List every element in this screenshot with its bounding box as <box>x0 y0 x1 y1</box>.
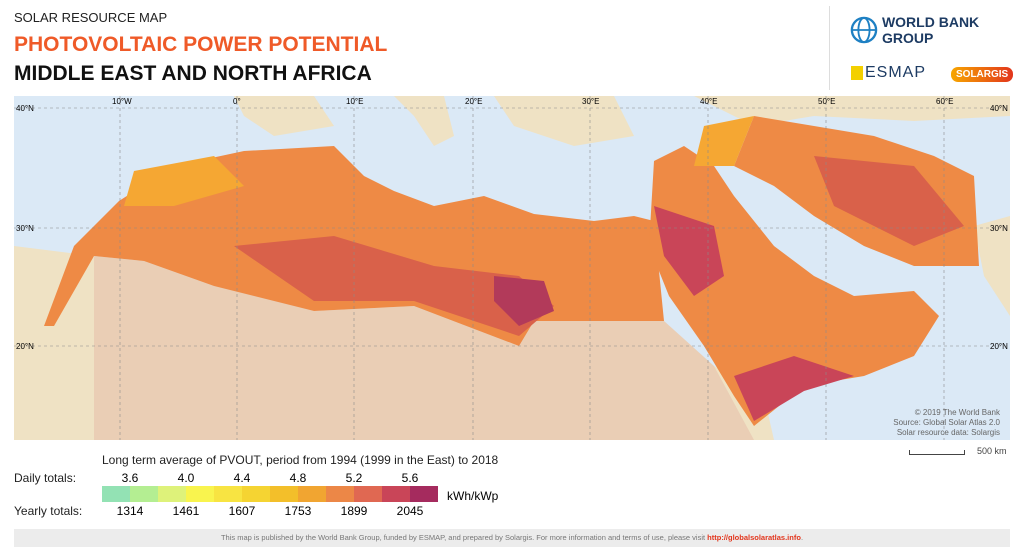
yearly-value: 2045 <box>396 504 424 518</box>
credit-line: © 2019 The World Bank <box>914 408 1000 417</box>
map-kicker: SOLAR RESOURCE MAP <box>14 10 168 25</box>
daily-value: 3.6 <box>121 471 139 485</box>
yearly-value: 1461 <box>172 504 200 518</box>
daily-value: 4.8 <box>289 471 307 485</box>
yearly-value: 1314 <box>116 504 144 518</box>
lon-label: 30°E <box>582 97 599 106</box>
lon-label: 40°E <box>700 97 717 106</box>
legend-swatch <box>326 486 354 502</box>
lon-label: 20°E <box>465 97 482 106</box>
map-credits: © 2019 The World Bank Source: Global Sol… <box>893 408 1000 438</box>
esmap-sun-icon <box>851 66 863 80</box>
region-title: MIDDLE EAST AND NORTH AFRICA <box>14 62 372 85</box>
lat-label: 20°N <box>16 342 34 351</box>
lat-label: 30°N <box>16 224 34 233</box>
sahel-shading <box>94 256 754 440</box>
libya-peak-zone <box>494 276 554 326</box>
longitude-labels: 10°W 0° 10°E 20°E 30°E 40°E 50°E 60°E <box>112 97 953 106</box>
legend-swatch <box>382 486 410 502</box>
legend-swatch <box>298 486 326 502</box>
legend-swatch <box>242 486 270 502</box>
atlas-link[interactable]: http://globalsolaratlas.info <box>707 533 801 542</box>
pakistan-land <box>974 216 1010 316</box>
credit-line: Source: Global Solar Atlas 2.0 <box>893 418 1000 427</box>
solargis-logo: SOLARGIS <box>951 67 1014 82</box>
map-title: PHOTOVOLTAIC POWER POTENTIAL <box>14 33 388 56</box>
legend-unit: kWh/kWp <box>447 489 499 503</box>
europe-land <box>234 96 634 146</box>
esmap-logo: ESMAP <box>851 64 926 82</box>
north-africa-high-zone <box>234 236 554 336</box>
credit-line: Solar resource data: Solargis <box>896 428 1000 437</box>
daily-value: 4.0 <box>177 471 195 485</box>
legend-swatch <box>130 486 158 502</box>
footer: This map is published by the World Bank … <box>14 529 1010 547</box>
yearly-value: 1753 <box>284 504 312 518</box>
legend-swatch <box>102 486 130 502</box>
yearly-value: 1899 <box>340 504 368 518</box>
pvout-map: 10°W 0° 10°E 20°E 30°E 40°E 50°E 60°E 40… <box>14 96 1010 440</box>
atlas-zone <box>124 156 244 206</box>
legend-swatch <box>186 486 214 502</box>
lat-label: 30°N <box>990 224 1008 233</box>
legend-swatch <box>354 486 382 502</box>
legend-color-bar <box>102 486 438 502</box>
lon-label: 60°E <box>936 97 953 106</box>
latitude-labels: 40°N 30°N 20°N 40°N 30°N 20°N <box>16 104 1008 351</box>
daily-value: 5.6 <box>401 471 419 485</box>
graticule <box>14 96 1010 440</box>
turkey-south-zone <box>694 116 754 166</box>
daily-value: 4.4 <box>233 471 251 485</box>
lat-label: 20°N <box>990 342 1008 351</box>
footer-end: . <box>800 533 804 542</box>
lat-label: 40°N <box>16 104 34 113</box>
legend-swatch <box>214 486 242 502</box>
legend-swatch <box>158 486 186 502</box>
world-bank-logo: WORLD BANK GROUP <box>850 14 1024 46</box>
arabia-high-zone <box>654 206 854 421</box>
caucasus-land <box>694 96 1010 126</box>
scale-bar <box>909 450 965 455</box>
legend-swatch <box>410 486 438 502</box>
globe-icon <box>850 16 878 44</box>
legend-title: Long term average of PVOUT, period from … <box>102 453 499 467</box>
scale-label: 500 km <box>977 446 1007 456</box>
yearly-totals-label: Yearly totals: <box>14 504 83 518</box>
iran-high-zone <box>814 156 964 246</box>
sahel-land <box>14 246 774 440</box>
divider <box>829 6 830 90</box>
legend-swatch <box>270 486 298 502</box>
lon-label: 10°W <box>112 97 132 106</box>
footer-text: This map is published by the World Bank … <box>220 533 708 542</box>
daily-value: 5.2 <box>345 471 363 485</box>
yearly-value: 1607 <box>228 504 256 518</box>
lon-label: 50°E <box>818 97 835 106</box>
world-bank-text: WORLD BANK GROUP <box>881 14 980 46</box>
lon-label: 0° <box>233 97 241 106</box>
lat-label: 40°N <box>990 104 1008 113</box>
lon-label: 10°E <box>346 97 363 106</box>
arabia-pvout <box>649 146 939 426</box>
esmap-text: ESMAP <box>865 64 927 81</box>
daily-totals-label: Daily totals: <box>14 471 77 485</box>
